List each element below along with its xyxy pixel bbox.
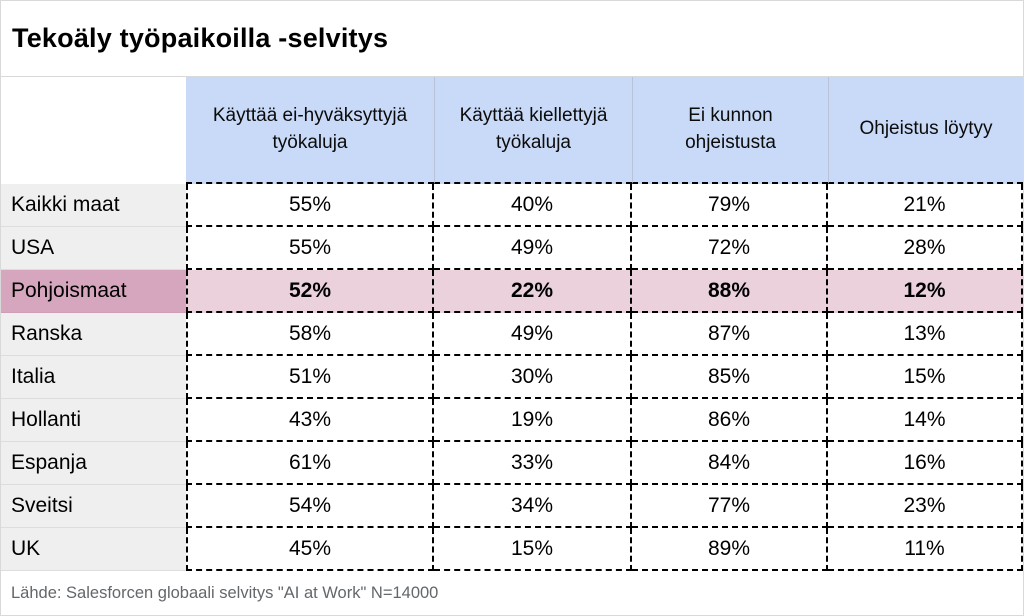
table-cell-highlighted: 22% [434,270,632,313]
source-note: Lähde: Salesforcen globaali selvitys "AI… [11,583,439,602]
table-cell-highlighted: 12% [828,270,1023,313]
table-cell: 19% [434,399,632,442]
table-cell: 51% [186,356,434,399]
column-header-forbidden-tools: Käyttää kiellettyjä työkaluja [434,77,632,184]
table-cell: 14% [828,399,1023,442]
row-label-espanja: Espanja [1,442,186,485]
table-cell: 58% [186,313,434,356]
row-label-sveitsi: Sveitsi [1,485,186,528]
table-cell: 54% [186,485,434,528]
row-label-italia: Italia [1,356,186,399]
row-label-uk: UK [1,528,186,571]
table-cell: 30% [434,356,632,399]
table-cell: 16% [828,442,1023,485]
table-cell: 40% [434,184,632,227]
row-label-kaikki-maat: Kaikki maat [1,184,186,227]
table-cell: 55% [186,227,434,270]
table-cell-highlighted: 88% [632,270,828,313]
table-cell: 79% [632,184,828,227]
table-cell: 11% [828,528,1023,571]
column-header-guidance-exists: Ohjeistus löytyy [828,77,1023,184]
table-cell: 49% [434,313,632,356]
column-header-unapproved-tools: Käyttää ei-hyväksyttyjä työkaluja [186,77,434,184]
row-label-ranska: Ranska [1,313,186,356]
table-cell: 15% [434,528,632,571]
title-bar: Tekoäly työpaikoilla -selvitys [1,1,1023,77]
table-cell: 21% [828,184,1023,227]
footer: Lähde: Salesforcen globaali selvitys "AI… [1,571,1023,615]
row-label-pohjoismaat: Pohjoismaat [1,270,186,313]
table-cell: 45% [186,528,434,571]
table-cell: 15% [828,356,1023,399]
row-label-hollanti: Hollanti [1,399,186,442]
table-cell: 77% [632,485,828,528]
table-cell: 43% [186,399,434,442]
column-header-no-guidance: Ei kunnon ohjeistusta [632,77,828,184]
table-cell: 61% [186,442,434,485]
table-cell: 87% [632,313,828,356]
table-cell: 13% [828,313,1023,356]
table-cell: 33% [434,442,632,485]
table-cell: 23% [828,485,1023,528]
table-cell: 28% [828,227,1023,270]
table-cell: 85% [632,356,828,399]
table-cell: 86% [632,399,828,442]
table-cell: 34% [434,485,632,528]
row-label-usa: USA [1,227,186,270]
data-table: Käyttää ei-hyväksyttyjä työkaluja Käyttä… [1,77,1023,571]
table-cell: 84% [632,442,828,485]
table-cell: 72% [632,227,828,270]
table-cell: 49% [434,227,632,270]
table-cell-highlighted: 52% [186,270,434,313]
table-cell: 55% [186,184,434,227]
page-title: Tekoäly työpaikoilla -selvitys [12,23,389,53]
table-cell: 89% [632,528,828,571]
corner-cell [1,77,186,184]
